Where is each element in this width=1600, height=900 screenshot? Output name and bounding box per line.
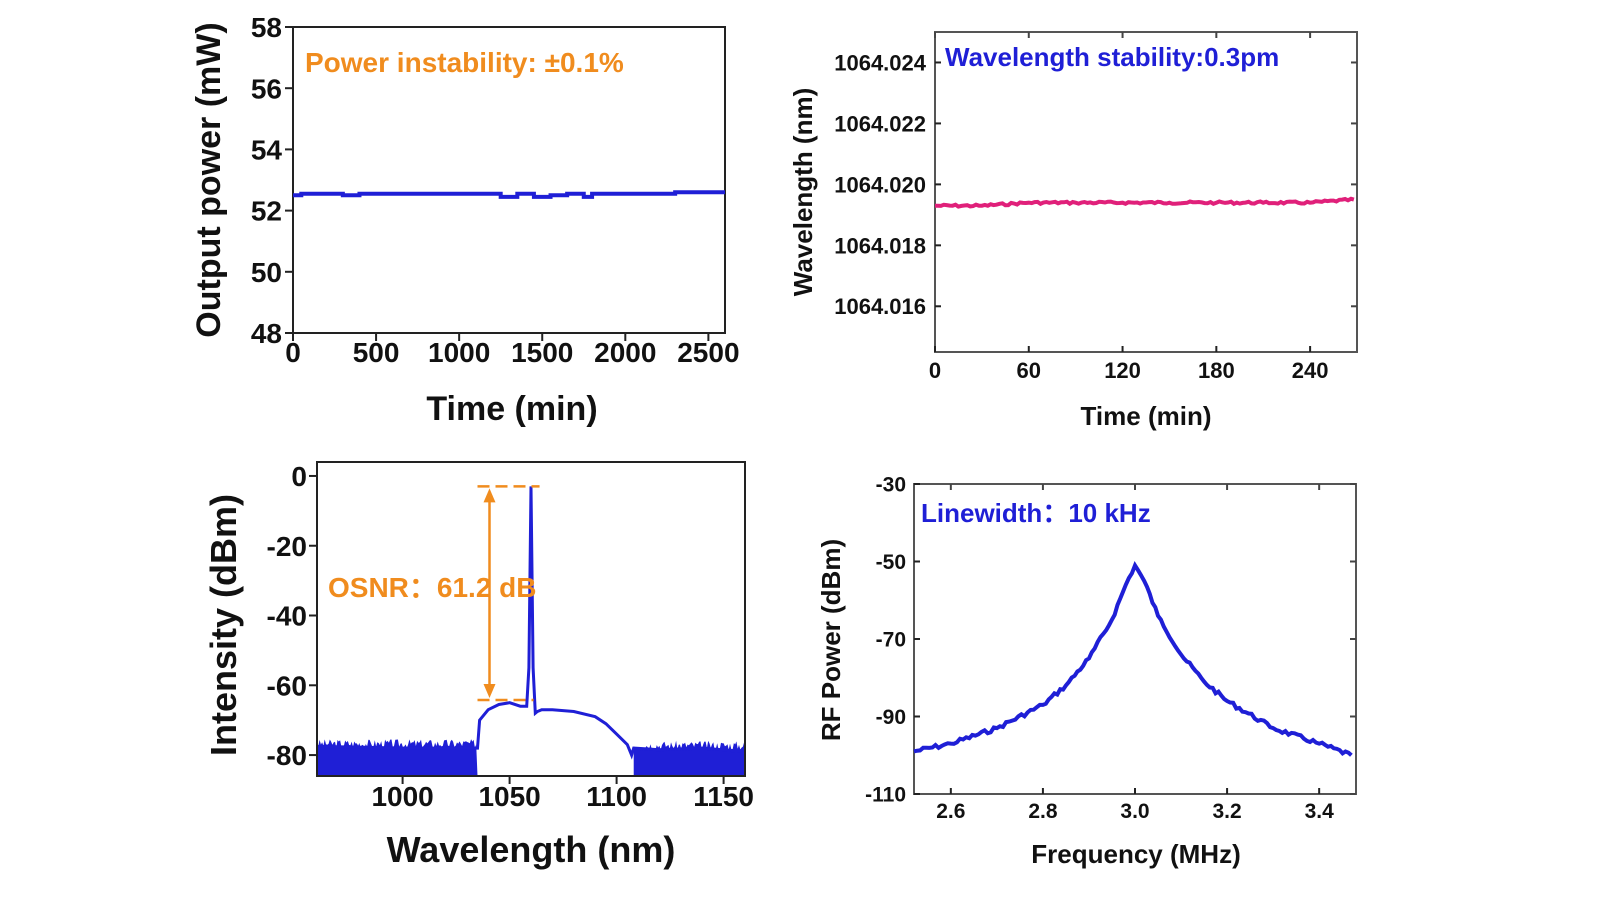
wavelength-stability-chart-frame [934,31,1358,353]
x-tick-label: 1000 [428,337,490,368]
power-y-axis-label: Output power (mW) [190,22,228,337]
y-tick-label: -110 [865,784,906,807]
y-tick-label: 54 [251,134,283,165]
spectrum-y-axis-label: Intensity (dBm) [203,494,244,756]
y-tick-label: 1064.018 [834,233,926,258]
spectrum-x-axis-label: Wavelength (nm) [387,829,676,870]
x-tick-label: 0 [285,337,301,368]
y-tick-label: -70 [876,629,906,652]
y-tick-label: -60 [267,670,307,701]
x-tick-label: 1050 [478,781,540,812]
linewidth-y-axis-label: RF Power (dBm) [816,539,846,741]
power-annotation: Power instability: ±0.1% [305,47,624,78]
linewidth-chart-frame [913,483,1357,795]
wavelength-stability-annotation: Wavelength stability:0.3pm [945,42,1279,72]
x-tick-label: 60 [1017,358,1041,383]
y-tick-label: 56 [251,73,282,104]
y-tick-label: 50 [251,257,282,288]
x-tick-label: 500 [353,337,400,368]
linewidth-annotation: Linewidth：10 kHz [921,498,1151,528]
wavelength-stability-chart: 0 60 120 180 240 1064.016 1064.018 1064.020 1064… [788,31,1358,431]
x-tick-label: 3.0 [1120,800,1149,823]
wavelength-stability-y-axis-label: Wavelength (nm) [788,88,818,296]
y-tick-label: -20 [267,531,307,562]
wavelength-stability-x-axis-label: Time (min) [1081,401,1212,431]
spectrum-noise-fill [317,739,745,776]
y-tick-label: 0 [291,461,307,492]
y-tick-label: 1064.022 [834,111,926,136]
osnr-marker [477,485,540,702]
y-tick-label: -30 [876,474,906,497]
spectrum-chart-frame [316,461,746,777]
y-tick-label: -50 [876,551,906,574]
x-tick-label: 240 [1292,358,1329,383]
x-tick-label: 120 [1104,358,1141,383]
spectrum-series-line [316,486,746,760]
power-x-axis-label: Time (min) [426,390,597,428]
wavelength-series-line [934,196,1355,209]
osnr-arrow-head-down [483,683,496,698]
y-tick-label: 1064.024 [834,50,927,75]
x-tick-label: 0 [929,358,941,383]
x-tick-label: 2.6 [936,800,965,823]
y-tick-label: 48 [251,318,282,349]
y-tick-label: -90 [876,706,906,729]
y-tick-label: 1064.016 [834,294,926,319]
osnr-annotation: OSNR：61.2 dB [328,572,537,603]
osnr-arrow-head-up [483,488,496,503]
power-series-line [293,190,725,199]
x-tick-label: 2500 [677,337,739,368]
y-tick-label: 58 [251,12,282,43]
linewidth-x-axis-label: Frequency (MHz) [1031,839,1240,869]
x-tick-label: 180 [1198,358,1235,383]
y-tick-label: 1064.020 [834,172,926,197]
power-chart-frame [292,26,726,334]
linewidth-series-line [913,560,1353,757]
x-tick-label: 1150 [693,781,754,812]
x-tick-label: 1000 [371,781,433,812]
y-tick-label: 52 [251,196,282,227]
x-tick-label: 3.4 [1305,800,1335,823]
x-tick-label: 2000 [594,337,656,368]
y-tick-label: -40 [267,601,307,632]
linewidth-chart: 2.6 2.8 3.0 3.2 3.4 -30 -50 -70 -90 -110 Linewidt… [816,474,1357,869]
x-tick-label: 3.2 [1212,800,1241,823]
spectrum-chart: 1000 1050 1100 1150 0 -20 -40 -60 -80 OSNR：61.2 … [203,461,754,870]
x-tick-label: 1100 [586,781,647,812]
power-chart: 0 500 1000 1500 2000 2500 48 50 52 54 56 58 Power i… [190,12,740,428]
x-tick-label: 2.8 [1028,800,1058,823]
x-tick-label: 1500 [511,337,573,368]
y-tick-label: -80 [267,740,307,771]
